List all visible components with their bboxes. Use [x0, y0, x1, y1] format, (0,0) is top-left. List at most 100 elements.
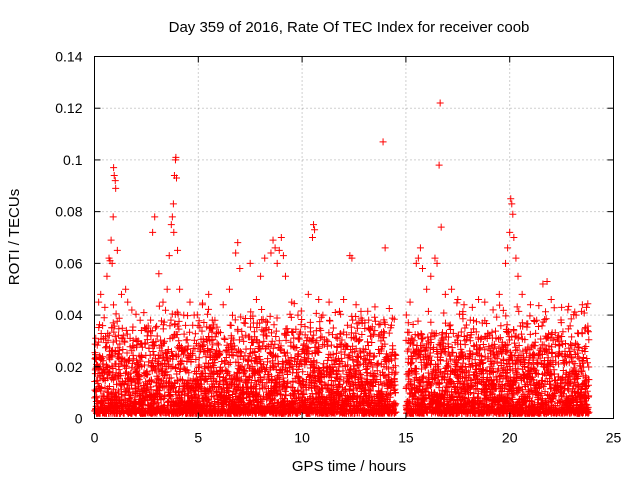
roti-point	[147, 386, 155, 394]
roti-point	[195, 354, 203, 362]
roti-point	[216, 349, 224, 357]
roti-point	[128, 306, 136, 314]
roti-point	[184, 342, 192, 350]
roti-point	[236, 348, 244, 356]
roti-point	[180, 330, 188, 338]
roti-point	[228, 351, 236, 359]
roti-point	[119, 346, 127, 354]
roti-point	[105, 331, 113, 339]
roti-point	[124, 380, 132, 388]
roti-point	[212, 377, 220, 385]
roti-point	[129, 323, 137, 331]
roti-point	[119, 332, 127, 340]
roti-point	[227, 321, 235, 329]
roti-point	[220, 405, 228, 413]
roti-point	[250, 328, 258, 336]
roti-point	[155, 302, 163, 310]
roti-point	[115, 366, 123, 374]
roti-point	[158, 347, 166, 355]
roti-point	[104, 374, 112, 382]
roti-point	[201, 365, 209, 373]
roti-point	[116, 340, 124, 348]
roti-point	[99, 322, 107, 330]
data-points	[91, 99, 593, 417]
roti-point	[198, 370, 206, 378]
roti-point	[247, 308, 255, 316]
roti-point	[208, 345, 216, 353]
roti-point	[173, 308, 181, 316]
roti-point	[110, 385, 118, 393]
roti-point	[129, 359, 137, 367]
roti-point	[115, 314, 123, 322]
roti-point	[175, 317, 183, 325]
roti-point	[246, 345, 254, 353]
roti-point	[170, 383, 178, 391]
roti-point	[100, 314, 108, 322]
roti-point	[160, 394, 168, 402]
roti-point	[111, 388, 119, 396]
roti-point	[99, 357, 107, 365]
roti-point	[118, 324, 126, 332]
roti-point	[163, 353, 171, 361]
roti-point	[151, 341, 159, 349]
roti-point	[162, 306, 170, 314]
roti-point	[229, 311, 237, 319]
roti-point	[161, 337, 169, 345]
roti-point	[206, 351, 214, 359]
roti-point	[175, 325, 183, 333]
roti-point	[240, 337, 248, 345]
roti-point	[143, 371, 151, 379]
roti-point	[112, 337, 120, 345]
roti-point	[234, 369, 242, 377]
roti-point	[97, 330, 105, 338]
roti-point	[144, 370, 152, 378]
roti-point	[230, 342, 238, 350]
roti-point	[111, 333, 119, 341]
roti-point	[175, 337, 183, 345]
roti-point	[167, 393, 175, 401]
roti-point	[99, 353, 107, 361]
roti-point	[99, 400, 107, 408]
roti-point	[220, 334, 228, 342]
roti-point	[94, 379, 102, 387]
roti-point	[150, 351, 158, 359]
roti-point	[214, 341, 222, 349]
roti-point	[173, 331, 181, 339]
roti-point	[132, 310, 140, 318]
roti-point	[194, 322, 202, 330]
roti-point	[129, 351, 137, 359]
roti-point	[241, 367, 249, 375]
roti-point	[249, 312, 257, 320]
roti-point	[183, 336, 191, 344]
roti-point	[142, 387, 150, 395]
roti-point	[178, 357, 186, 365]
roti-point	[97, 387, 105, 395]
roti-point	[200, 318, 208, 326]
roti-point	[141, 361, 149, 369]
roti-point	[163, 371, 171, 379]
roti-point	[125, 356, 133, 364]
roti-point	[174, 310, 182, 318]
roti-point	[152, 338, 160, 346]
roti-point	[225, 384, 233, 392]
roti-point	[183, 345, 191, 353]
roti-point	[234, 359, 242, 367]
roti-point	[138, 354, 146, 362]
roti-point	[148, 327, 156, 335]
roti-point	[117, 385, 125, 393]
roti-point	[198, 327, 206, 335]
roti-point	[133, 367, 141, 375]
roti-point	[240, 319, 248, 327]
roti-point	[114, 353, 122, 361]
roti-point	[166, 322, 174, 330]
roti-point	[106, 367, 114, 375]
roti-point	[152, 324, 160, 332]
roti-point	[137, 353, 145, 361]
roti-point	[210, 392, 218, 400]
roti-point	[109, 338, 117, 346]
roti-point	[160, 318, 168, 326]
roti-point	[140, 309, 148, 317]
roti-point	[216, 373, 224, 381]
roti-point	[231, 316, 239, 324]
roti-point	[163, 349, 171, 357]
